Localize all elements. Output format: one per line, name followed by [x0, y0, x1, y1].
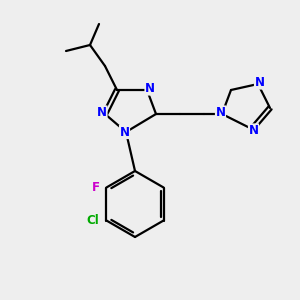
Text: N: N [119, 125, 130, 139]
Text: N: N [254, 76, 265, 89]
Text: N: N [145, 82, 155, 95]
Text: F: F [92, 181, 100, 194]
Text: N: N [97, 106, 107, 119]
Text: N: N [215, 106, 226, 119]
Text: Cl: Cl [86, 214, 99, 227]
Text: N: N [248, 124, 259, 137]
